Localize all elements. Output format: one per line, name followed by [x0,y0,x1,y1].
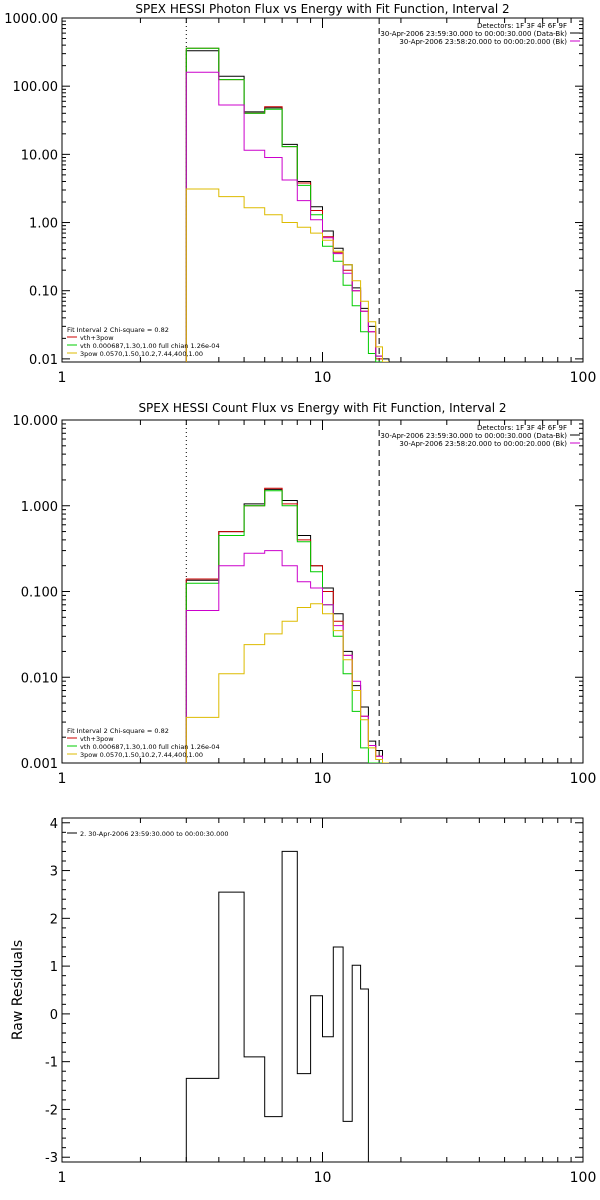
y-axis-label: Raw Residuals [10,940,26,1040]
info-text: 30-Apr-2006 23:58:20.000 to 00:00:20.000… [399,440,567,448]
legend-text: 3pow 0.0570,1.50,10.2,7.44,400,1.00 [80,350,203,358]
series-line-5 [185,188,389,362]
x-tick-label: 100 [570,1170,597,1186]
y-tick-label: 2 [50,912,58,927]
series-line-1 [185,488,389,763]
series-line-2 [185,47,389,362]
x-tick-label: 100 [570,370,597,386]
x-tick-label: 10 [314,370,332,386]
x-tick-label: 100 [570,771,597,787]
legend-text: vth+3pow [80,334,114,342]
y-tick-label: 4 [50,817,58,832]
legend-text: 2. 30-Apr-2006 23:59:30.000 to 00:00:30.… [80,830,229,838]
y-tick-label: 3 [50,865,58,880]
legend-text: vth 0.000687,1.30,1.00 full chian 1.26e-… [80,743,220,751]
y-tick-label: 0.10 [29,285,58,300]
series-line-3 [185,490,389,763]
y-tick-label: -1 [45,1056,58,1071]
plot-frame [61,817,584,1163]
series-line-4 [185,71,389,362]
x-tick-label: 10 [314,771,332,787]
y-tick-label: -3 [45,1151,58,1166]
y-tick-label: 10.000 [13,414,59,429]
y-tick-label: 1 [50,960,58,975]
series-line-3 [185,47,389,362]
y-tick-label: 0.01 [29,353,58,368]
y-tick-label: 1.00 [29,217,58,232]
y-tick-label: -2 [45,1103,58,1118]
y-tick-label: 1.000 [21,500,58,515]
series-group [185,47,390,362]
info-text: 30-Apr-2006 23:58:20.000 to 00:00:20.000… [399,38,567,46]
legend-text: 3pow 0.0570,1.50,10.2,7.44,400,1.00 [80,751,203,759]
y-tick-label: 10.00 [21,148,58,163]
x-tick-label: 1 [58,771,67,787]
plot-frame [61,17,584,363]
chart-panel-3: -3 -2 -1 0 1 2 3 4 1 10 100 Raw Residuals 2. 30-Apr-… [10,817,596,1186]
x-tick-label: 1 [58,1170,67,1186]
series-line-4 [185,550,389,763]
series-line-1 [185,50,390,362]
series-line-1 [185,850,383,1162]
chart-panel-2: SPEX HESSI Count Flux vs Energy with Fit… [13,401,597,787]
y-tick-label: 1000.00 [4,12,58,27]
y-tick-label: 0 [50,1008,58,1023]
info-text: 30-Apr-2006 23:59:30.000 to 00:00:30.000… [380,432,567,440]
x-tick-label: 10 [314,1170,332,1186]
legend-text: vth+3pow [80,735,114,743]
x-tick-label: 1 [58,370,67,386]
legend-text: Fit Interval 2 Chi-square = 0.82 [67,326,169,334]
chart-title: SPEX HESSI Count Flux vs Energy with Fit… [138,401,506,415]
y-tick-label: 0.001 [21,757,58,772]
series-line-2 [185,487,389,763]
chart-title: SPEX HESSI Photon Flux vs Energy with Fi… [135,2,509,16]
series-group [185,850,383,1162]
series-group [185,487,389,763]
info-text: Detectors: 1F 3F 4F 6F 9F [477,22,567,30]
legend-text: vth 0.000687,1.30,1.00 full chian 1.26e-… [80,342,220,350]
info-text: 30-Apr-2006 23:59:30.000 to 00:00:30.000… [380,30,567,38]
y-tick-label: 0.010 [21,671,58,686]
series-line-5 [185,603,389,763]
y-tick-label: 100.00 [13,80,59,95]
chart-panel-1: SPEX HESSI Photon Flux vs Energy with Fi… [4,2,596,386]
y-tick-label: 0.100 [21,586,58,601]
legend-text: Fit Interval 2 Chi-square = 0.82 [67,727,169,735]
info-text: Detectors: 1F 3F 4F 6F 9F [477,424,567,432]
